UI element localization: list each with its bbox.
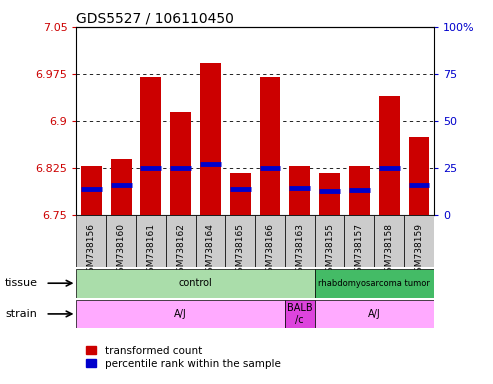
Bar bbox=[106, 215, 136, 267]
Bar bbox=[166, 215, 196, 267]
Text: GSM738158: GSM738158 bbox=[385, 223, 394, 278]
Bar bbox=[319, 173, 340, 215]
Bar bbox=[349, 166, 370, 215]
Bar bbox=[81, 166, 102, 215]
Bar bbox=[76, 269, 315, 298]
Bar bbox=[136, 215, 166, 267]
Bar bbox=[345, 215, 374, 267]
Text: GSM738159: GSM738159 bbox=[415, 223, 423, 278]
Text: GSM738156: GSM738156 bbox=[87, 223, 96, 278]
Text: rhabdomyosarcoma tumor: rhabdomyosarcoma tumor bbox=[318, 279, 430, 288]
Text: strain: strain bbox=[5, 309, 37, 319]
Bar bbox=[289, 166, 310, 215]
Bar bbox=[76, 300, 285, 328]
Bar bbox=[230, 173, 250, 215]
Bar bbox=[374, 215, 404, 267]
Bar bbox=[200, 63, 221, 215]
Bar bbox=[196, 215, 225, 267]
Bar bbox=[285, 215, 315, 267]
Bar bbox=[379, 96, 400, 215]
Bar bbox=[285, 300, 315, 328]
Text: GSM738162: GSM738162 bbox=[176, 223, 185, 278]
Text: GSM738155: GSM738155 bbox=[325, 223, 334, 278]
Bar bbox=[404, 215, 434, 267]
Text: control: control bbox=[178, 278, 212, 288]
Text: tissue: tissue bbox=[5, 278, 38, 288]
Text: BALB
/c: BALB /c bbox=[287, 303, 313, 325]
Text: A/J: A/J bbox=[175, 309, 187, 319]
Text: GSM738157: GSM738157 bbox=[355, 223, 364, 278]
Text: GSM738165: GSM738165 bbox=[236, 223, 245, 278]
Bar bbox=[225, 215, 255, 267]
Bar bbox=[141, 77, 161, 215]
Legend: transformed count, percentile rank within the sample: transformed count, percentile rank withi… bbox=[82, 342, 284, 373]
Bar bbox=[315, 269, 434, 298]
Bar bbox=[255, 215, 285, 267]
Bar bbox=[260, 77, 281, 215]
Bar bbox=[315, 300, 434, 328]
Bar bbox=[170, 111, 191, 215]
Text: GSM738161: GSM738161 bbox=[146, 223, 155, 278]
Bar bbox=[110, 159, 132, 215]
Bar bbox=[76, 215, 106, 267]
Text: GDS5527 / 106110450: GDS5527 / 106110450 bbox=[76, 12, 234, 25]
Text: GSM738166: GSM738166 bbox=[266, 223, 275, 278]
Text: A/J: A/J bbox=[368, 309, 381, 319]
Text: GSM738163: GSM738163 bbox=[295, 223, 304, 278]
Bar bbox=[409, 137, 429, 215]
Text: GSM738160: GSM738160 bbox=[116, 223, 126, 278]
Bar bbox=[315, 215, 345, 267]
Text: GSM738164: GSM738164 bbox=[206, 223, 215, 278]
